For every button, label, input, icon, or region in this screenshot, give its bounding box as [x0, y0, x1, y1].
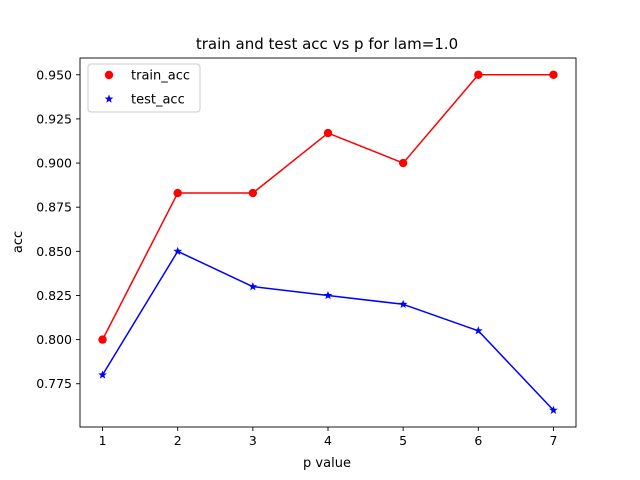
test-acc-point	[248, 282, 258, 291]
y-tick-label: 0.800	[36, 332, 72, 347]
legend-train-acc-marker	[104, 70, 114, 80]
train-acc-point	[173, 188, 182, 198]
y-tick-label: 0.775	[36, 376, 72, 391]
test-acc-point	[473, 326, 483, 335]
y-tick-label: 0.875	[36, 200, 72, 215]
test-acc-point	[98, 370, 107, 379]
test-acc-line	[101, 250, 554, 411]
x-tick-label: 2	[174, 433, 182, 448]
x-tick-label: 4	[324, 433, 332, 448]
x-tick-label: 3	[249, 433, 257, 448]
test-acc-point	[323, 290, 333, 300]
test-acc-point	[173, 246, 183, 256]
y-tick-label: 0.925	[36, 111, 72, 126]
chart-title: train and test acc vs p for lam=1.0	[196, 35, 458, 53]
y-axis-label: acc	[11, 231, 26, 253]
train-acc-point	[549, 70, 558, 79]
plot-frame	[79, 57, 577, 428]
train-acc-point	[398, 158, 408, 168]
y-tick-label: 0.825	[36, 288, 72, 303]
legend-test-acc-label: test_acc	[131, 93, 185, 108]
train-acc-point	[248, 188, 258, 198]
legend-train-acc-label: train_acc	[131, 69, 190, 84]
train-acc-point	[98, 335, 107, 344]
y-tick-label: 0.950	[36, 67, 72, 82]
x-tick-label: 1	[99, 433, 107, 448]
plot-area: 1 2 3 4 5 6 7 0.775 0.800 0.825 0.850 0.875 0.900 0.9…	[36, 57, 577, 448]
legend-test-acc-marker	[104, 94, 114, 103]
test-acc-point	[398, 299, 408, 309]
train-acc-point	[323, 128, 333, 138]
y-tick-label: 0.900	[36, 156, 72, 171]
x-tick-label: 7	[549, 433, 557, 448]
legend-box	[87, 63, 201, 113]
train-acc-point	[474, 70, 483, 79]
x-axis-label: p value	[303, 456, 351, 471]
y-tick-label: 0.850	[36, 244, 72, 259]
test-acc-point	[549, 405, 558, 414]
x-tick-label: 6	[474, 433, 482, 448]
x-tick-label: 5	[399, 433, 407, 448]
train-acc-line	[101, 74, 554, 340]
